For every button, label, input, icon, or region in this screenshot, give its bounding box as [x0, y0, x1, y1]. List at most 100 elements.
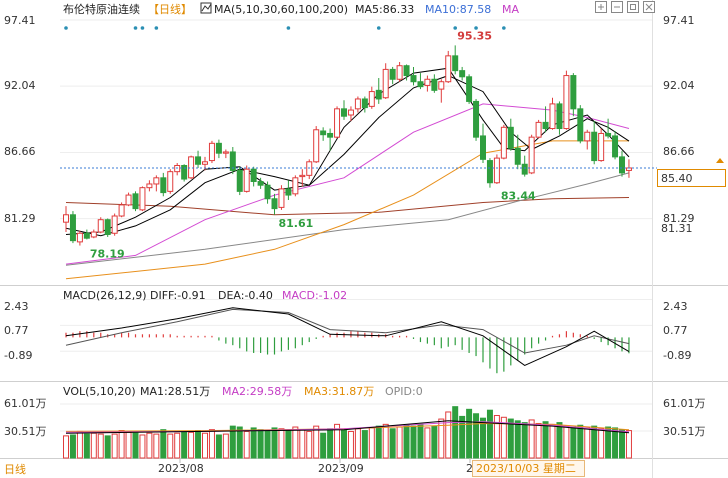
volume-bar	[222, 433, 229, 459]
candle-body	[591, 131, 598, 162]
volume-bar	[445, 411, 452, 459]
volume-bar	[104, 435, 111, 459]
volume-bar	[188, 431, 195, 459]
volume-bar	[69, 434, 76, 459]
candle-body	[473, 100, 480, 138]
candle-body	[222, 151, 229, 154]
svg-text:MA3:31.87万: MA3:31.87万	[304, 385, 374, 398]
volume-bar	[174, 432, 181, 459]
candle-body	[347, 109, 354, 116]
settings-icon[interactable]	[595, 1, 607, 13]
macd-histogram	[65, 331, 630, 374]
footer-period[interactable]: 日线	[4, 462, 26, 476]
maximize-icon[interactable]	[627, 1, 639, 13]
volume-bar	[306, 430, 313, 459]
volume-bar	[396, 426, 403, 459]
event-dot	[453, 26, 458, 30]
volume-bar	[619, 429, 625, 459]
volume-bar	[139, 434, 146, 459]
volume-bar	[549, 423, 556, 459]
trend-icon	[201, 3, 212, 12]
volume-bar	[424, 427, 431, 459]
annotation-mid: 81.61	[279, 217, 314, 230]
candle-body	[459, 70, 466, 78]
ma30-line	[65, 103, 630, 265]
svg-text:2023/09: 2023/09	[318, 462, 364, 475]
volume-bar	[236, 426, 243, 459]
close-icon[interactable]	[643, 1, 655, 13]
moving-averages	[65, 67, 630, 280]
event-dot	[64, 26, 68, 30]
event-dot	[154, 26, 159, 30]
event-markers[interactable]	[64, 26, 506, 30]
candle-body	[605, 132, 612, 137]
volume-bar	[90, 432, 97, 459]
candle-body	[97, 219, 104, 233]
time-axis: 日线 2023/08 2023/09 2 2023/10/03 星期二	[4, 460, 585, 477]
period-label: 【日线】	[148, 2, 192, 16]
candle-body	[160, 177, 167, 194]
volume-bar	[417, 423, 424, 459]
dea-line	[65, 308, 630, 354]
volume-bar	[577, 424, 584, 459]
volume-bar	[535, 422, 542, 459]
candle-body	[188, 156, 195, 179]
price-legend: 布伦特原油连续 【日线】 MA(5,10,30,60,100,200) MA5:…	[63, 2, 519, 16]
candle-body	[167, 171, 174, 192]
candle-body	[76, 232, 83, 243]
volume-bar	[76, 430, 83, 459]
volume-bar	[563, 425, 570, 459]
svg-text:0.77: 0.77	[4, 324, 29, 337]
candle-body	[556, 103, 563, 130]
macd-axis: 2.43 0.77 -0.89 2.43 0.77 -0.89	[4, 300, 691, 362]
candle-body	[313, 129, 320, 163]
cursor-date: 2023/10/03 星期二	[476, 462, 576, 475]
candle-body	[424, 78, 431, 86]
gridlines	[60, 19, 652, 432]
volume-bar	[299, 429, 306, 459]
candle-body	[584, 131, 591, 142]
candle-body	[146, 183, 153, 189]
candle-body	[403, 65, 410, 77]
candle-body	[208, 142, 215, 162]
volume-bar	[250, 427, 257, 459]
volume-bar	[243, 430, 250, 459]
svg-text:81.29: 81.29	[4, 212, 36, 225]
volume-ma-lines	[65, 420, 630, 434]
vol-ma3-line	[65, 422, 630, 432]
candle-body	[396, 65, 403, 80]
volume-bar	[132, 432, 139, 459]
candle-body	[493, 157, 500, 184]
minimize-icon[interactable]	[611, 1, 623, 13]
candle-body	[549, 103, 556, 130]
ma-label: MA	[502, 3, 519, 16]
candle-body	[139, 187, 146, 211]
candle-body	[174, 164, 181, 173]
candle-body	[111, 215, 118, 234]
candle-body	[354, 98, 361, 110]
volume-bar	[215, 434, 222, 459]
svg-text:85.40: 85.40	[661, 172, 693, 185]
annotation-low: 78.19	[90, 248, 125, 261]
candle-body	[132, 193, 139, 210]
candle-body	[521, 163, 528, 175]
candle-body	[271, 198, 278, 210]
candle-body	[514, 147, 521, 165]
volume-bar	[625, 430, 632, 459]
event-dot	[502, 26, 506, 30]
ma-params: MA(5,10,30,60,100,200)	[214, 3, 348, 16]
volume-bar	[181, 430, 188, 459]
candle-body	[417, 81, 424, 88]
volume-bar	[514, 420, 521, 459]
candle-body	[195, 156, 202, 165]
volume-bar	[542, 421, 549, 459]
volume-bar	[403, 424, 410, 459]
svg-text:92.04: 92.04	[663, 79, 695, 92]
macd-lines	[65, 307, 630, 366]
macd-legend: MACD(26,12,9) DIFF:-0.91 DEA:-0.40 MACD:…	[63, 289, 347, 302]
volume-bar	[361, 430, 368, 459]
panel-buttons[interactable]	[595, 1, 655, 13]
volume-bar	[125, 431, 132, 459]
candle-body	[577, 108, 584, 142]
